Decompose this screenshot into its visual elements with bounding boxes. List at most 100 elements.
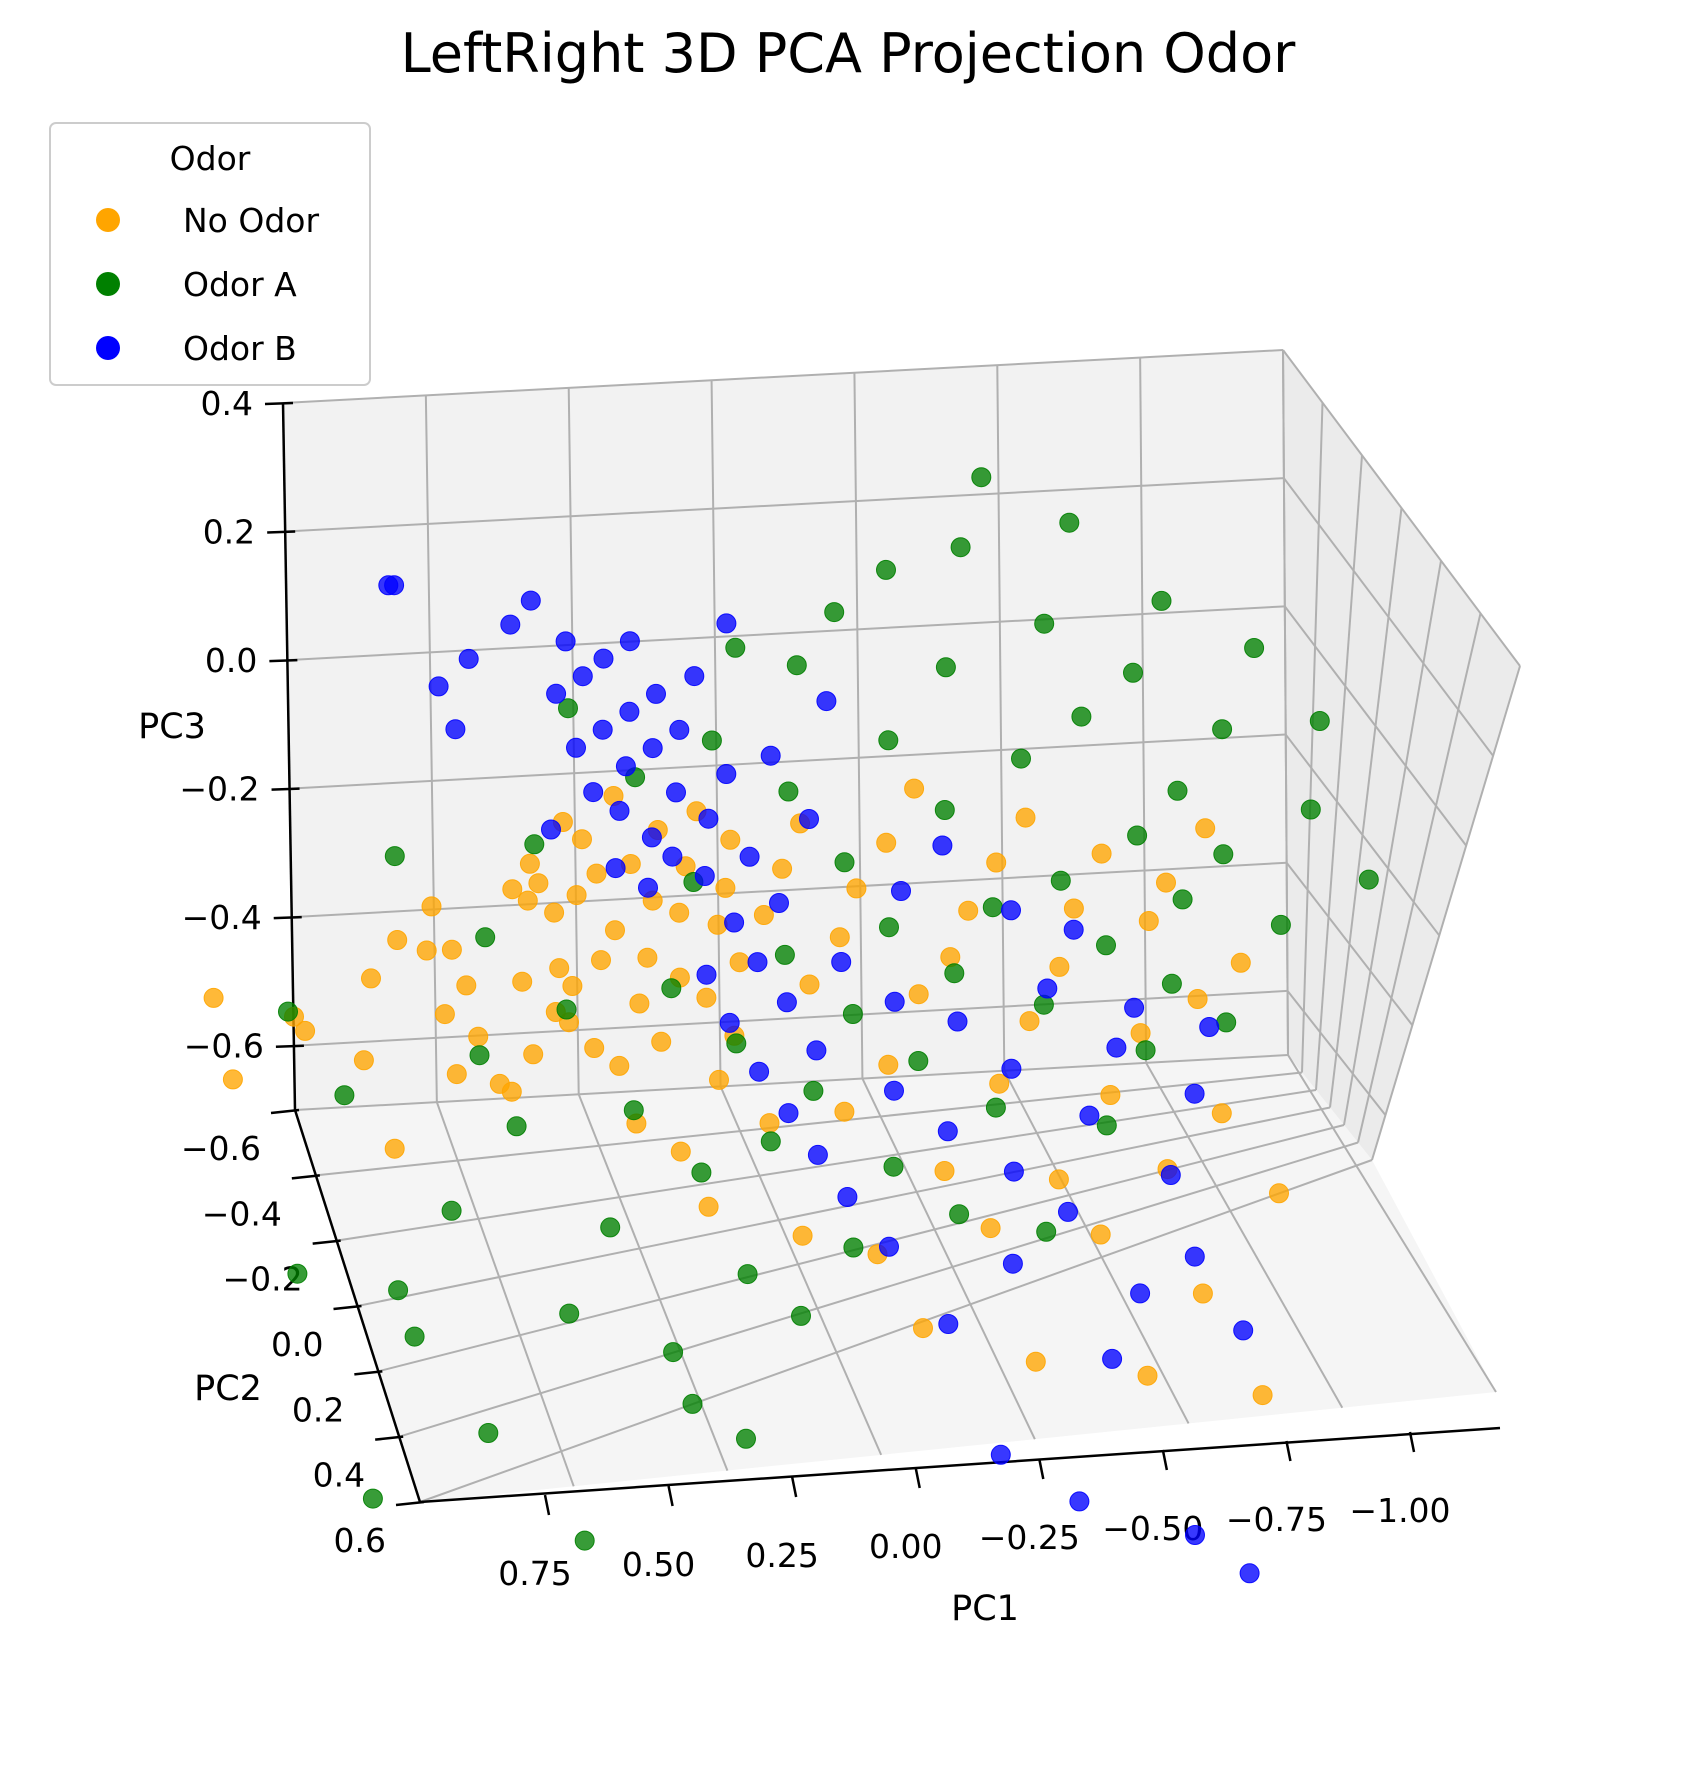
data-point-odor-b (937, 1121, 958, 1142)
data-point-odor-b (696, 964, 717, 985)
data-point-odor-a (878, 730, 899, 751)
pc2-tick-mark (333, 1304, 362, 1311)
data-point-odor-a (1212, 719, 1233, 740)
data-point-odor-a (623, 1100, 644, 1121)
data-point-odor-a (556, 999, 577, 1020)
data-point-odor-b (938, 1314, 959, 1334)
data-point-odor-b (884, 991, 905, 1012)
data-point-odor-b (593, 648, 614, 669)
data-point-no-odor (528, 873, 549, 894)
data-point-odor-b (1184, 1083, 1205, 1104)
data-point-odor-b (1037, 978, 1058, 999)
data-point-odor-b (694, 866, 715, 886)
tick-marks: 0.40.20.0−0.2−0.4−0.6−0.6−0.4−0.20.00.20… (179, 384, 1450, 1593)
pc1-tick-mark (543, 1494, 551, 1516)
pc3-tick-label: 0.4 (201, 384, 253, 423)
data-point-odor-b (837, 1187, 858, 1207)
data-point-odor-b (615, 756, 636, 777)
pc1-axis-line (419, 1426, 1501, 1504)
data-point-odor-a (600, 1217, 621, 1238)
pc1-tick-mark (1408, 1431, 1416, 1453)
data-point-no-odor (517, 890, 538, 911)
data-point-no-odor (846, 878, 867, 899)
data-point-odor-b (572, 666, 593, 687)
data-point-no-odor (629, 993, 650, 1014)
data-point-no-odor (1130, 1023, 1151, 1044)
data-point-no-odor (772, 858, 793, 879)
data-point-odor-b (546, 683, 567, 704)
data-point-odor-b (747, 952, 768, 973)
data-point-no-odor (1230, 952, 1251, 973)
data-point-no-odor (707, 914, 728, 935)
pc1-tick-label: 0.75 (498, 1554, 571, 1593)
data-point-no-odor (562, 976, 583, 996)
data-point-no-odor (591, 950, 611, 971)
data-point-odor-b (724, 912, 745, 933)
data-point-odor-b (799, 809, 819, 829)
data-point-odor-b (619, 701, 640, 722)
data-point-odor-a (778, 781, 799, 802)
data-point-no-odor (753, 905, 774, 925)
data-point-odor-b (555, 631, 576, 652)
data-point-odor-a (1358, 869, 1379, 890)
data-point-no-odor (834, 1101, 855, 1122)
data-point-no-odor (421, 896, 442, 917)
data-point-odor-b (884, 1080, 904, 1101)
gridline-pc3-back (282, 349, 1284, 404)
pc1-tick-label: −0.50 (1102, 1509, 1203, 1548)
data-point-odor-b (719, 1012, 740, 1033)
data-point-odor-a (574, 1530, 595, 1551)
pc3-tick-mark (271, 787, 300, 791)
data-point-odor-b (1001, 1058, 1022, 1079)
data-point-odor-b (669, 719, 690, 740)
data-point-no-odor (222, 1069, 243, 1090)
pc1-tick-label: −0.25 (979, 1518, 1080, 1557)
data-point-no-odor (729, 952, 750, 973)
data-point-no-odor (609, 1055, 630, 1076)
data-point-odor-a (1300, 799, 1321, 820)
data-point-no-odor (1015, 807, 1036, 828)
data-point-odor-a (934, 800, 955, 820)
data-point-no-odor (1156, 872, 1176, 893)
data-point-odor-b (662, 846, 683, 867)
data-point-odor-a (985, 1097, 1006, 1118)
data-point-odor-a (1059, 512, 1080, 533)
data-point-odor-a (944, 963, 965, 984)
data-point-odor-a (774, 944, 795, 965)
pc1-tick-mark (1161, 1449, 1169, 1471)
legend-box (49, 122, 371, 386)
data-point-no-odor (387, 930, 408, 950)
data-point-odor-a (661, 978, 682, 999)
legend: Odor No Odor Odor A Odor B (49, 122, 371, 386)
pc2-tick-mark (354, 1370, 383, 1376)
data-point-odor-b (666, 782, 686, 803)
data-point-odor-b (1106, 1037, 1127, 1058)
data-point-odor-a (791, 1305, 811, 1326)
data-point-no-odor (1049, 956, 1070, 977)
data-point-odor-a (726, 1033, 747, 1054)
data-point-odor-b (1185, 1525, 1205, 1545)
data-point-no-odor (572, 829, 592, 850)
data-point-odor-a (558, 698, 578, 719)
pc2-tick-mark (270, 1108, 300, 1115)
data-point-no-odor (501, 1081, 522, 1102)
data-point-odor-b (592, 719, 613, 740)
pc1-tick-label: 0.25 (745, 1536, 818, 1575)
pc2-tick-label: 0.2 (292, 1390, 344, 1429)
data-point-no-odor (544, 902, 565, 923)
data-point-odor-b (1001, 900, 1021, 921)
pc2-tick-label: −0.6 (181, 1129, 261, 1168)
data-point-odor-b (520, 590, 541, 611)
data-point-odor-b (739, 846, 760, 867)
data-point-odor-b (541, 819, 561, 840)
data-point-odor-a (469, 1045, 490, 1066)
data-point-no-odor (670, 1141, 691, 1162)
data-point-odor-a (1096, 935, 1116, 956)
data-point-odor-a (982, 897, 1003, 918)
data-point-odor-a (506, 1116, 527, 1137)
data-point-no-odor (1187, 989, 1208, 1009)
data-point-no-odor (651, 1031, 672, 1052)
legend-label: Odor A (183, 265, 297, 304)
gridline-pc3-back (289, 733, 1286, 790)
